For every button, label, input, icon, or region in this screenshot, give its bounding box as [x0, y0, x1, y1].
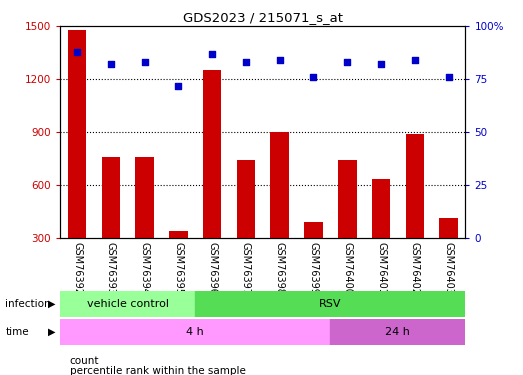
- Text: RSV: RSV: [319, 299, 342, 309]
- Text: GSM76400: GSM76400: [342, 242, 353, 295]
- Point: [242, 59, 250, 65]
- Text: time: time: [5, 327, 29, 337]
- Point: [309, 74, 317, 80]
- Bar: [304, 222, 323, 238]
- Bar: [372, 179, 390, 238]
- Text: ▶: ▶: [48, 327, 55, 337]
- Point: [445, 74, 453, 80]
- Bar: [101, 157, 120, 238]
- Text: GSM76397: GSM76397: [241, 242, 251, 296]
- Bar: [169, 231, 188, 238]
- Text: 24 h: 24 h: [385, 327, 411, 337]
- Bar: [195, 291, 465, 317]
- Text: count: count: [70, 357, 99, 366]
- Text: GSM76398: GSM76398: [275, 242, 285, 295]
- Point: [343, 59, 351, 65]
- Point: [411, 57, 419, 63]
- Point: [140, 59, 149, 65]
- Bar: [338, 159, 357, 238]
- Text: GSM76392: GSM76392: [72, 242, 82, 296]
- Point: [276, 57, 284, 63]
- Point: [208, 51, 217, 57]
- Text: ▶: ▶: [48, 299, 55, 309]
- Text: infection: infection: [5, 299, 51, 309]
- Bar: [60, 319, 331, 345]
- Bar: [68, 30, 86, 238]
- Title: GDS2023 / 215071_s_at: GDS2023 / 215071_s_at: [183, 11, 343, 24]
- Point: [73, 49, 81, 55]
- Text: GSM76393: GSM76393: [106, 242, 116, 295]
- Bar: [236, 159, 255, 238]
- Text: GSM76402: GSM76402: [410, 242, 420, 296]
- Point: [174, 82, 183, 88]
- Text: GSM76396: GSM76396: [207, 242, 217, 295]
- Text: GSM76394: GSM76394: [140, 242, 150, 295]
- Bar: [60, 291, 195, 317]
- Bar: [405, 134, 424, 238]
- Bar: [270, 132, 289, 238]
- Bar: [135, 157, 154, 238]
- Point: [377, 62, 385, 68]
- Text: GSM76403: GSM76403: [444, 242, 453, 295]
- Text: vehicle control: vehicle control: [87, 299, 169, 309]
- Text: GSM76401: GSM76401: [376, 242, 386, 295]
- Point: [107, 62, 115, 68]
- Bar: [203, 69, 221, 238]
- Bar: [331, 319, 465, 345]
- Text: 4 h: 4 h: [186, 327, 204, 337]
- Text: percentile rank within the sample: percentile rank within the sample: [70, 366, 245, 375]
- Text: GSM76399: GSM76399: [309, 242, 319, 295]
- Bar: [439, 218, 458, 238]
- Text: GSM76395: GSM76395: [173, 242, 184, 296]
